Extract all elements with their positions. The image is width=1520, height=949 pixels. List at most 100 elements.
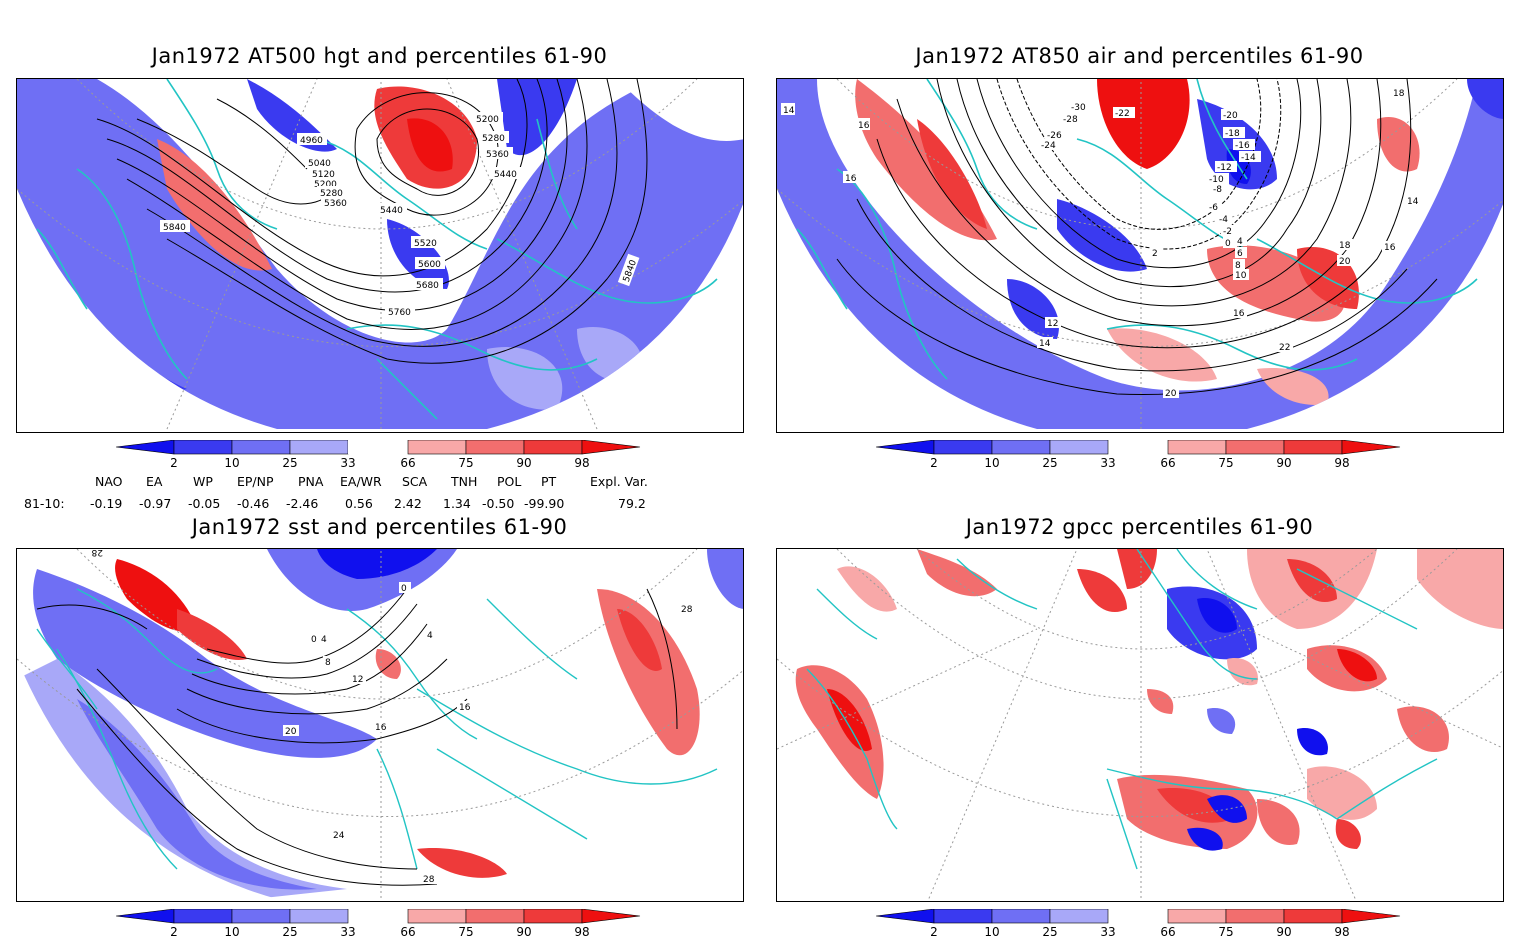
contour-label: 28	[421, 873, 437, 885]
panel-title-air: Jan1972 AT850 air and percentiles 61-90	[915, 44, 1364, 68]
colorbar-tick: 25	[282, 456, 298, 470]
teleconn-header: PT	[541, 474, 557, 489]
svg-text:5360: 5360	[486, 150, 509, 160]
colorbar-tick: 25	[1042, 456, 1058, 470]
svg-text:20: 20	[1165, 389, 1177, 399]
contour-label: 16	[856, 118, 870, 131]
colorbar-tick: 66	[400, 925, 416, 939]
contour-label: -18	[1223, 127, 1245, 139]
contour-label: 5040	[305, 156, 335, 169]
svg-text:5600: 5600	[418, 260, 441, 270]
svg-text:5120: 5120	[312, 170, 335, 180]
svg-text:5280: 5280	[482, 134, 505, 144]
teleconn-header: SCA	[402, 474, 428, 489]
contour-label: 16	[457, 701, 473, 713]
teleconn-value: 1.34	[443, 496, 471, 511]
svg-text:14: 14	[1407, 197, 1419, 207]
contour-label: 5440	[491, 167, 521, 180]
colorbar-air: 2 10 25 33 66 75 90 98	[875, 439, 1406, 480]
svg-text:8: 8	[325, 658, 331, 668]
svg-text:-20: -20	[1223, 111, 1238, 121]
colorbar-tick: 66	[1160, 456, 1176, 470]
teleconn-header: TNH	[451, 474, 478, 489]
svg-text:14: 14	[1039, 339, 1051, 349]
teleconn-value: -0.97	[139, 496, 172, 511]
colorbar-tick: 33	[1100, 925, 1116, 939]
svg-text:18: 18	[1393, 89, 1405, 99]
colorbar-tick: 2	[930, 925, 938, 939]
contour-label: 20	[283, 725, 299, 737]
svg-text:-10: -10	[1209, 175, 1224, 185]
colorbar-svg	[115, 908, 641, 924]
contour-label: 5360	[321, 196, 351, 209]
contour-label: 18	[1391, 87, 1407, 99]
contour-label: 5760	[385, 305, 415, 318]
colorbar-tick: 33	[340, 456, 356, 470]
colorbar-tick: 10	[984, 456, 1000, 470]
contour-label: -30	[1069, 101, 1091, 113]
map-hgt-svg: 4960 5040 5120 5200 5280 5360 5440 5520 …	[17, 79, 743, 432]
panel-title-sst: Jan1972 sst and percentiles 61-90	[191, 515, 568, 539]
svg-text:20: 20	[285, 727, 297, 737]
contour-label: 0	[399, 582, 411, 594]
svg-text:28: 28	[423, 875, 435, 885]
panel-title-hgt: Jan1972 AT500 hgt and percentiles 61-90	[151, 44, 608, 68]
contour-label: 5360	[483, 147, 513, 160]
teleconn-value: 79.2	[618, 496, 646, 511]
contour-label: -10	[1207, 173, 1229, 185]
colorbar-tick: 10	[224, 456, 240, 470]
map-air-svg: 14 16 16 -30 -28 -26 -24 -22 -20 -18 -16…	[777, 79, 1503, 432]
svg-text:0: 0	[401, 584, 407, 594]
svg-text:5760: 5760	[388, 308, 411, 318]
colorbar-tick: 98	[1334, 456, 1350, 470]
colorbar-tick: 2	[930, 456, 938, 470]
teleconn-value: 2.42	[394, 496, 422, 511]
svg-text:18: 18	[1339, 241, 1351, 251]
teleconn-header: EA/WR	[340, 474, 382, 489]
svg-text:5200: 5200	[476, 115, 499, 125]
colorbar-svg	[875, 439, 1401, 455]
svg-text:10: 10	[1235, 271, 1247, 281]
svg-text:-14: -14	[1241, 153, 1256, 163]
svg-text:28: 28	[91, 549, 103, 557]
svg-text:8: 8	[1235, 261, 1241, 271]
teleconn-value: -0.05	[188, 496, 221, 511]
svg-text:5360: 5360	[324, 199, 347, 209]
map-panel-sst: 28 0 4 8 12 16 20 24 28 4 0 16 28	[16, 548, 744, 902]
colorbar-tick: 66	[400, 456, 416, 470]
contour-label: 4	[319, 633, 331, 645]
svg-text:-22: -22	[1115, 109, 1130, 119]
svg-text:5440: 5440	[494, 170, 517, 180]
contour-label: 16	[843, 171, 857, 184]
teleconn-header: WP	[193, 474, 213, 489]
contour-label: -2	[1221, 225, 1235, 237]
contour-label: 5520	[411, 236, 441, 249]
teleconn-value: -0.50	[482, 496, 515, 511]
svg-text:-8: -8	[1213, 185, 1222, 195]
teleconn-value: -2.46	[286, 496, 319, 511]
svg-text:16: 16	[1384, 243, 1396, 253]
contour-label: 5600	[415, 257, 445, 270]
colorbar-svg	[875, 908, 1401, 924]
contour-label: 16	[1382, 241, 1398, 253]
colorbar-sst: 2 10 25 33 66 75 90 98	[115, 908, 646, 949]
svg-text:24: 24	[333, 831, 345, 841]
colorbar-tick: 25	[282, 925, 298, 939]
svg-text:-6: -6	[1209, 203, 1218, 213]
teleconn-header: Expl. Var.	[590, 474, 648, 489]
contour-label: 5440	[377, 203, 407, 216]
svg-text:28: 28	[681, 605, 693, 615]
svg-text:-18: -18	[1225, 129, 1240, 139]
map-panel-hgt: 4960 5040 5120 5200 5280 5360 5440 5520 …	[16, 78, 744, 433]
contour-label: 20	[1337, 255, 1353, 267]
colorbar-tick: 90	[1276, 925, 1292, 939]
contour-label: 0	[309, 633, 321, 645]
svg-text:4: 4	[427, 631, 433, 641]
contour-label: 14	[1037, 337, 1053, 349]
colorbar-tick: 90	[1276, 456, 1292, 470]
colorbar-hgt: 2 10 25 33 66 75 90 98	[115, 439, 646, 480]
map-panel-gpcc	[776, 548, 1504, 902]
contour-label: 5120	[309, 167, 339, 180]
colorbar-tick: 2	[170, 925, 178, 939]
colorbar-tick: 75	[1218, 925, 1234, 939]
